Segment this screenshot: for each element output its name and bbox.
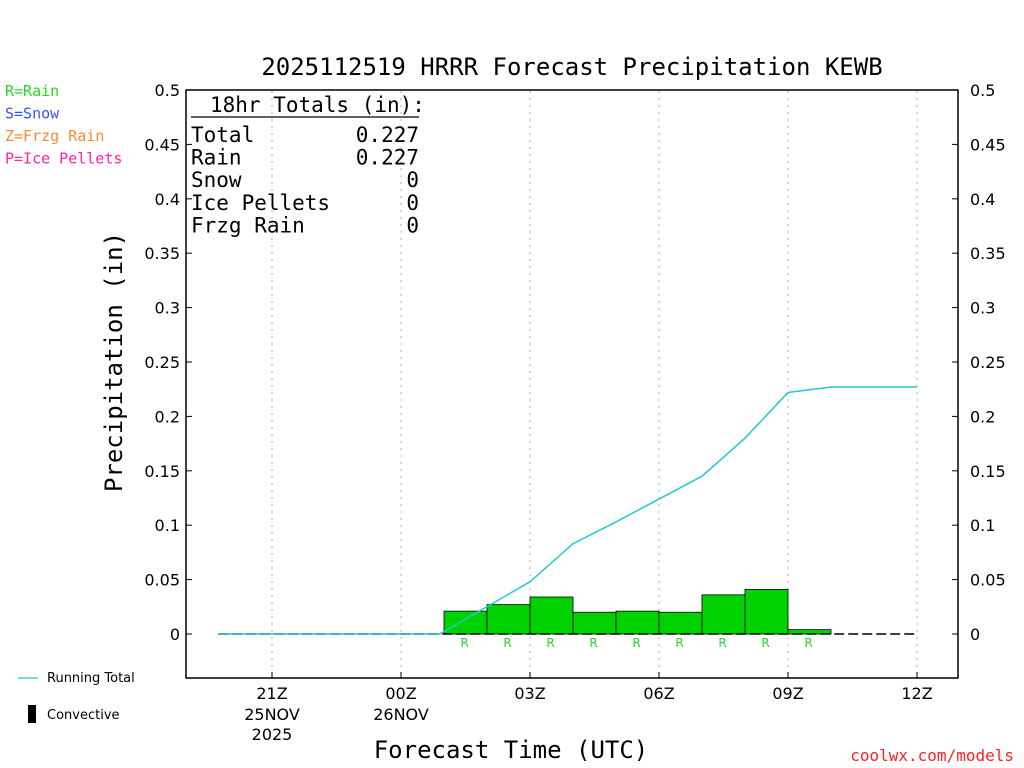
running-total-line [218,386,917,635]
precip-bar [572,611,617,635]
y-tick-label-left: 0.4 [155,190,180,209]
y-axis-label: Precipitation (in) [100,232,128,492]
grid-lines [271,91,918,677]
precip-type-mark: R [761,636,769,650]
y-tick-label-right: 0.4 [970,190,995,209]
y-tick-label-left: 0.1 [155,516,180,535]
x-axis-label: Forecast Time (UTC) [374,736,649,764]
credit-text: coolwx.com/models [850,746,1014,765]
precip-bar [744,588,789,635]
convective-legend-label: Convective [47,708,120,723]
y-tick-label-right: 0.05 [970,571,1006,590]
totals-row-value: 0 [406,213,419,237]
totals-header: 18hr Totals (in): [210,93,425,117]
totals-box: 18hr Totals (in): Total 0.227 Rain 0.227 Snow… [191,93,425,237]
totals-row-label: Frzg Rain [191,213,305,237]
y-tick-label-right: 0.1 [970,516,995,535]
x-tick-label: 06Z [643,684,674,703]
x-tick-label: 21Z [256,684,287,703]
precip-bar [529,596,574,635]
totals-row-value: 0.227 [356,146,419,170]
y-tick-label-left: 0.05 [144,571,180,590]
y-tick-label-right: 0.5 [970,81,995,100]
precip-type-mark: R [546,636,554,650]
precip-type-legend: R=Rain S=Snow Z=Frzg Rain P=Ice Pellets [5,82,122,168]
x-tick-label: 03Z [514,684,545,703]
y-tick-label-right: 0.3 [970,299,995,318]
precip-type-mark: R [460,636,468,650]
y-tick-label-left: 0.45 [144,135,180,154]
y-tick-label-left: 0.15 [144,462,180,481]
plot-frame [185,89,959,679]
precip-bar [443,610,488,635]
y-tick-label-right: 0.35 [970,244,1006,263]
totals-row-label: Snow [191,168,242,192]
x-tick-date: 26NOV [373,705,429,724]
x-tick-year: 2025 [252,725,293,744]
y-tick-label-left: 0.3 [155,299,180,318]
y-tick-label-right: 0.15 [970,462,1006,481]
totals-row-label: Ice Pellets [191,191,330,215]
precip-type-mark: R [804,636,812,650]
precip-bar [701,594,746,635]
x-tick-label: 00Z [385,684,416,703]
precip-type-mark: R [503,636,511,650]
precip-bar [658,611,703,635]
x-tick-date: 25NOV [244,705,300,724]
convective-legend-swatch [28,705,36,723]
running-total-series [218,386,917,635]
totals-row-label: Total [191,123,254,147]
totals-row-value: 0 [406,168,419,192]
y-tick-label-right: 0.25 [970,353,1006,372]
type-legend-item: P=Ice Pellets [5,150,122,168]
running-total-legend-label: Running Total [47,671,135,686]
totals-row-value: 0.227 [356,123,419,147]
type-legend-item: Z=Frzg Rain [5,127,104,145]
precip-type-mark: R [589,636,597,650]
totals-row-label: Rain [191,146,242,170]
x-tick-label: 09Z [772,684,803,703]
y-tick-label-left: 0.5 [155,81,180,100]
precip-type-mark: R [718,636,726,650]
y-tick-label-right: 0 [970,625,980,644]
y-tick-label-left: 0.2 [155,407,180,426]
x-tick-label: 12Z [901,684,932,703]
precip-type-mark: R [675,636,683,650]
y-tick-label-left: 0.35 [144,244,180,263]
chart-title: 2025112519 HRRR Forecast Precipitation K… [261,53,882,81]
y-tick-label-right: 0.2 [970,407,995,426]
precip-type-mark: R [632,636,640,650]
precip-bar [615,610,660,635]
totals-row-value: 0 [406,191,419,215]
y-tick-label-right: 0.45 [970,135,1006,154]
y-tick-label-left: 0 [170,625,180,644]
type-legend-item: R=Rain [5,82,59,100]
type-legend-item: S=Snow [5,105,60,123]
precip-bar [486,604,531,635]
y-tick-label-left: 0.25 [144,353,180,372]
